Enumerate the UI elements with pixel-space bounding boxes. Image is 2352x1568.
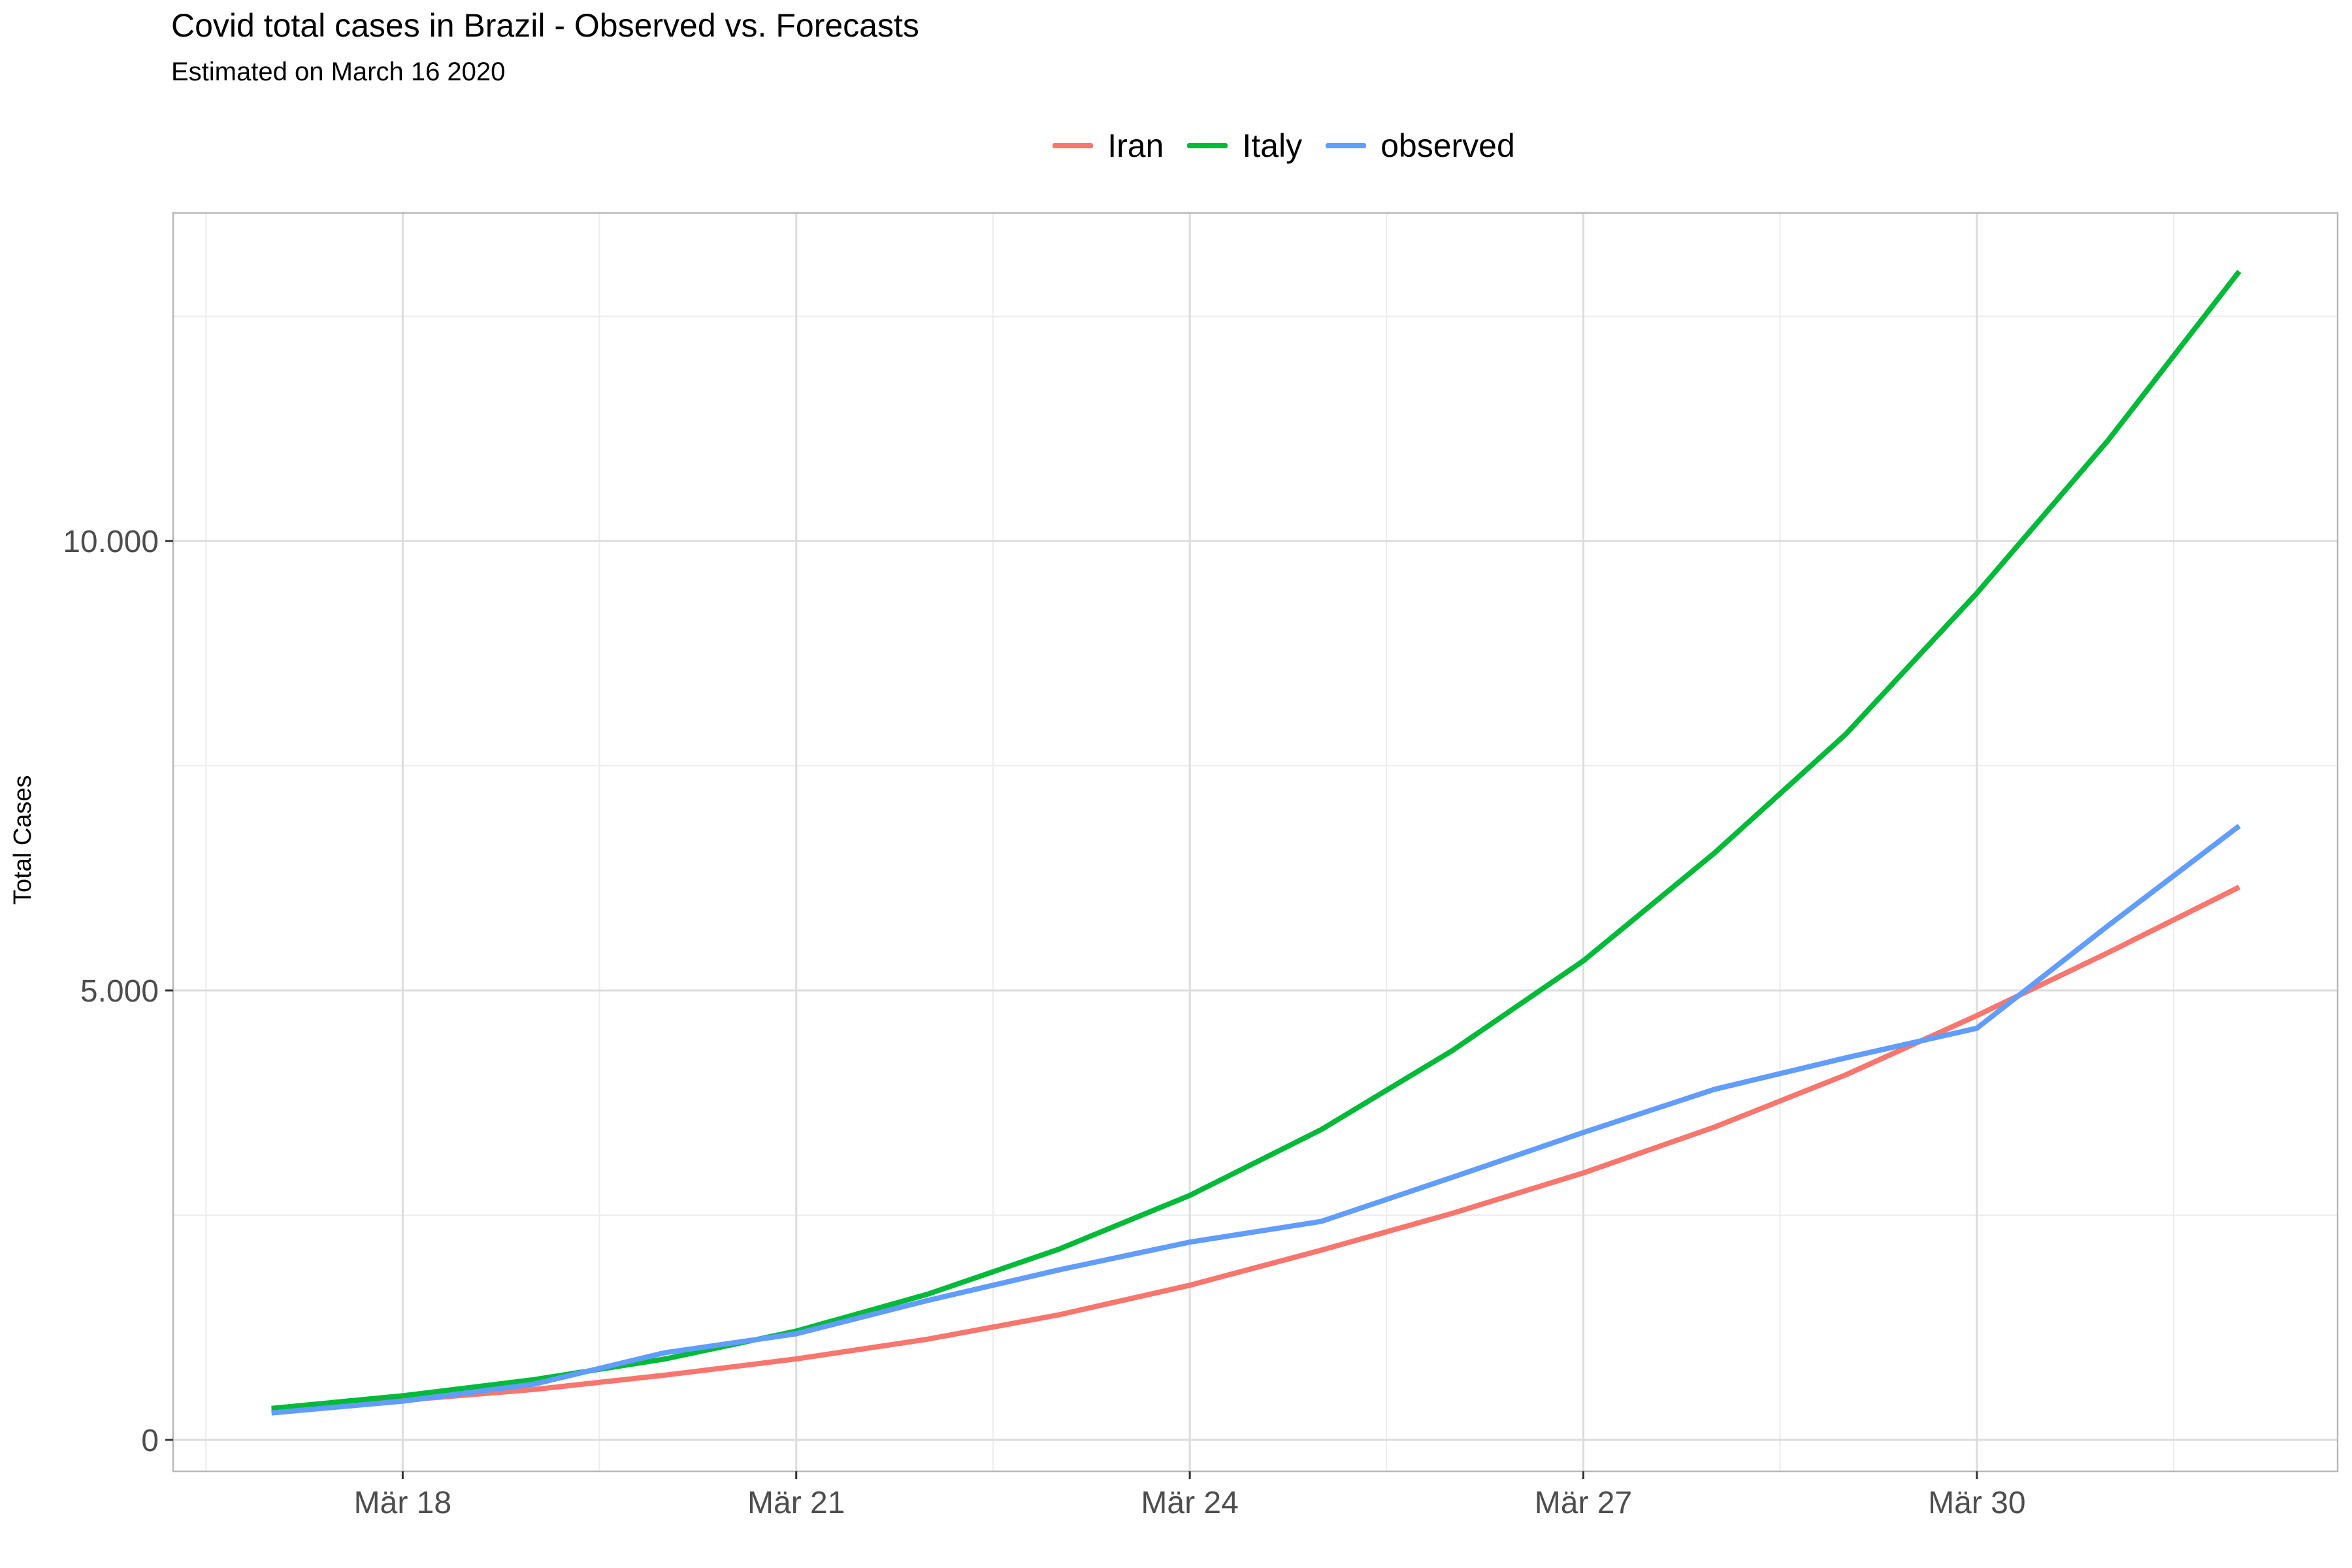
legend-item-observed: observed	[1326, 127, 1515, 165]
x-tick-label: Mär 21	[747, 1486, 845, 1520]
legend-item-italy: Italy	[1187, 127, 1302, 165]
x-tick-label: Mär 30	[1928, 1486, 2025, 1520]
y-tick-label: 0	[141, 1424, 159, 1458]
chart-subtitle: Estimated on March 16 2020	[171, 57, 506, 86]
legend-label-observed: observed	[1380, 127, 1515, 164]
x-tick-label: Mär 27	[1535, 1486, 1632, 1520]
legend-label-iran: Iran	[1107, 127, 1164, 164]
legend: Iran Italy observed	[0, 123, 2352, 169]
legend-key-iran	[1053, 143, 1094, 148]
panel-border	[172, 212, 2339, 1473]
legend-item-iran: Iran	[1053, 127, 1164, 165]
series-line-italy	[271, 269, 2242, 1411]
legend-label-italy: Italy	[1242, 127, 1303, 164]
chart-title: Covid total cases in Brazil - Observed v…	[171, 7, 919, 44]
x-tick-label: Mär 18	[354, 1486, 451, 1520]
legend-key-observed	[1326, 143, 1367, 148]
legend-key-italy	[1187, 143, 1228, 148]
y-tick-label: 10.000	[63, 525, 159, 559]
series-line-iran	[271, 885, 2241, 1414]
x-tick-label: Mär 24	[1141, 1486, 1238, 1520]
series-line-observed	[271, 824, 2241, 1416]
y-tick-label: 5.000	[80, 974, 159, 1009]
